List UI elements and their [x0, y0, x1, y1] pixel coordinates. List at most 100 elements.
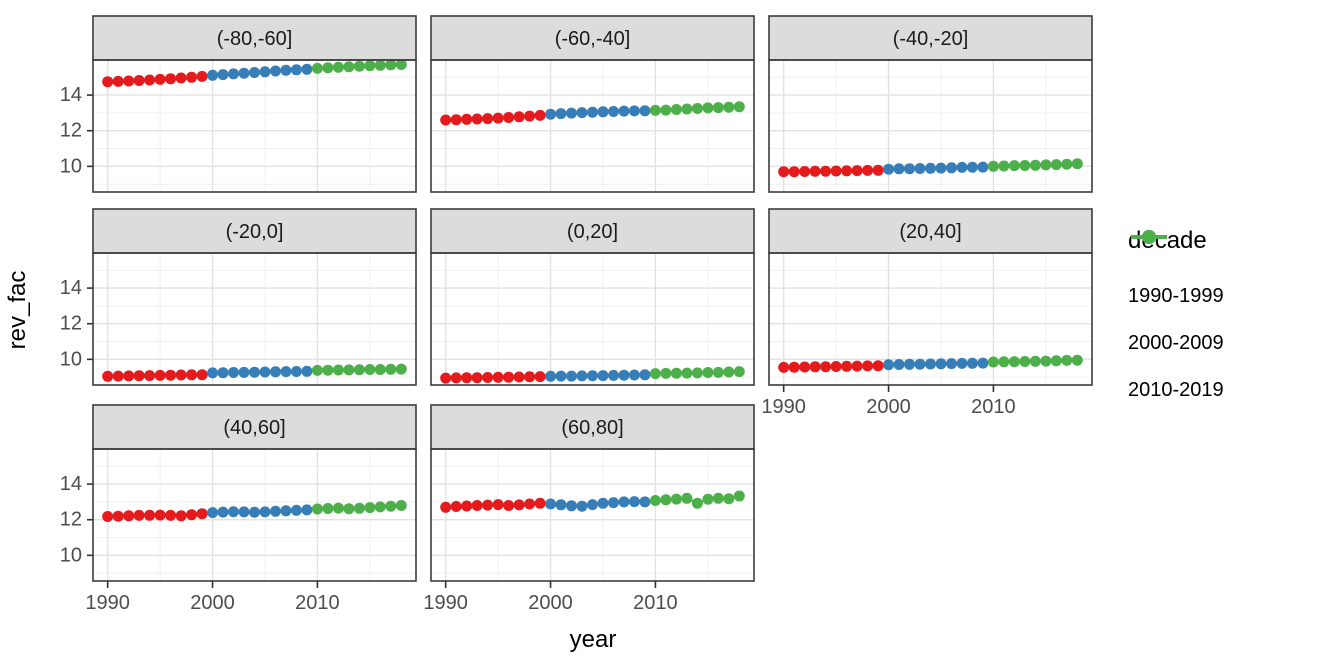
data-point [820, 165, 832, 177]
data-point [639, 369, 651, 381]
data-point [597, 106, 609, 118]
data-point [154, 369, 166, 381]
data-point [555, 499, 567, 511]
data-point [681, 103, 693, 115]
data-point [566, 500, 577, 512]
data-point [450, 114, 462, 126]
x-axis-tick-label: 1990 [761, 396, 806, 418]
data-point [290, 504, 302, 516]
data-point [238, 366, 250, 378]
x-axis-tick-label: 2010 [633, 592, 678, 614]
data-point [186, 369, 198, 381]
y-axis-tick-label: 12 [60, 313, 82, 335]
data-point [238, 67, 250, 79]
data-point [555, 370, 567, 382]
data-point [1071, 158, 1083, 170]
data-point [280, 505, 292, 517]
x-axis-tick-label: 1990 [423, 592, 468, 614]
facet-strip-label: (-60,-40] [555, 28, 631, 50]
data-point [217, 367, 229, 379]
data-point [503, 500, 515, 511]
panel-border [430, 252, 755, 386]
data-point [290, 64, 302, 76]
data-point [660, 367, 672, 379]
data-point [217, 506, 229, 518]
y-axis-tick-label: 14 [60, 277, 82, 299]
data-point [144, 370, 156, 382]
data-point [702, 102, 714, 114]
data-point [956, 357, 968, 369]
data-point [1061, 354, 1073, 366]
data-point [851, 165, 863, 177]
data-point [883, 163, 895, 175]
data-point [904, 163, 915, 175]
data-point [670, 367, 682, 379]
x-axis-tick-label: 2000 [528, 592, 573, 614]
data-point [660, 104, 672, 116]
data-point [322, 503, 334, 514]
data-point [144, 74, 156, 86]
data-point [440, 114, 452, 126]
data-point [872, 164, 884, 176]
data-point [322, 62, 334, 74]
data-point [154, 509, 166, 521]
panel-border [768, 59, 1093, 193]
data-point [966, 357, 978, 369]
data-point [820, 361, 832, 373]
facet-strip [92, 208, 417, 254]
facet-strip-label: (60,80] [561, 417, 623, 439]
data-point [862, 360, 874, 372]
data-point [670, 493, 682, 505]
facet-panel: (60,80] 1990 2000 2010 [423, 404, 755, 614]
legend-item-label: 1990-1999 [1128, 284, 1224, 307]
data-point [123, 510, 135, 522]
data-point [322, 364, 334, 376]
data-point [461, 113, 473, 125]
data-point [461, 500, 473, 512]
data-point [374, 59, 386, 71]
data-point [524, 498, 536, 510]
data-point [112, 510, 124, 522]
data-point [830, 165, 842, 177]
data-point [946, 162, 957, 174]
legend-item: 1990-1999 [1128, 230, 1338, 319]
data-point [332, 364, 344, 376]
data-point [681, 367, 693, 379]
data-point [123, 370, 135, 382]
data-point [998, 356, 1010, 368]
facet-strip [430, 404, 755, 450]
data-point [343, 61, 355, 73]
data-point [1019, 160, 1031, 171]
facet-strip [768, 15, 1093, 61]
data-point [492, 112, 504, 124]
facet-strip-label: (-40,-20] [893, 28, 969, 50]
data-point [872, 360, 884, 372]
data-point [702, 493, 714, 505]
data-point [987, 160, 999, 172]
y-axis-tick-label: 14 [60, 473, 82, 495]
data-point [217, 69, 229, 81]
facet-strip-label: (40,60] [223, 417, 285, 439]
data-point [353, 502, 365, 514]
data-point [343, 503, 355, 515]
data-point [524, 110, 536, 122]
data-point [545, 108, 557, 120]
y-axis-tick-label: 12 [60, 120, 82, 142]
legend-item-label: 2000-2009 [1128, 331, 1224, 354]
data-point [450, 501, 462, 512]
data-point [301, 365, 313, 377]
data-point [1071, 354, 1083, 366]
data-point [712, 102, 724, 114]
data-point [175, 369, 187, 381]
data-point [576, 370, 588, 382]
legend-title: decade [1128, 227, 1207, 254]
data-point [133, 370, 145, 382]
data-point [228, 506, 239, 518]
data-point [513, 499, 525, 511]
data-point [618, 369, 630, 381]
data-point [1050, 159, 1062, 171]
data-point [830, 361, 842, 372]
data-point [395, 500, 407, 511]
data-point [893, 359, 905, 370]
